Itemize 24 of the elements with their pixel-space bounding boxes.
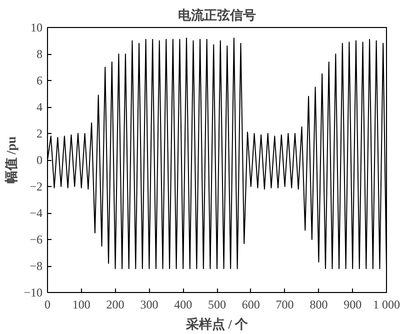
x-tick-label: 900 <box>344 298 362 312</box>
y-tick-label: −8 <box>30 259 43 273</box>
y-tick-label: 10 <box>30 20 42 34</box>
y-tick-label: 0 <box>36 153 42 167</box>
x-tick-label: 500 <box>208 298 226 312</box>
x-axis-title: 采样点 / 个 <box>184 316 250 332</box>
y-tick-label: −2 <box>30 180 43 194</box>
y-tick-label: −4 <box>30 206 43 220</box>
y-tick-label: 8 <box>36 47 42 61</box>
x-tick-label: 1 000 <box>373 298 400 312</box>
y-tick-label: −6 <box>30 232 43 246</box>
chart-title: 电流正弦信号 <box>178 8 256 22</box>
y-axis-title: 幅值 /pu <box>4 136 19 184</box>
x-tick-label: 800 <box>310 298 328 312</box>
x-tick-label: 400 <box>174 298 192 312</box>
x-tick-label: 600 <box>242 298 260 312</box>
y-tick-label: 6 <box>36 74 42 88</box>
y-tick-label: 2 <box>36 126 42 140</box>
x-tick-label: 200 <box>106 298 124 312</box>
x-tick-label: 300 <box>140 298 158 312</box>
y-tick-label: 4 <box>36 100 42 114</box>
x-tick-label: 100 <box>72 298 90 312</box>
y-tick-label: −10 <box>24 286 43 300</box>
x-tick-label: 700 <box>276 298 294 312</box>
